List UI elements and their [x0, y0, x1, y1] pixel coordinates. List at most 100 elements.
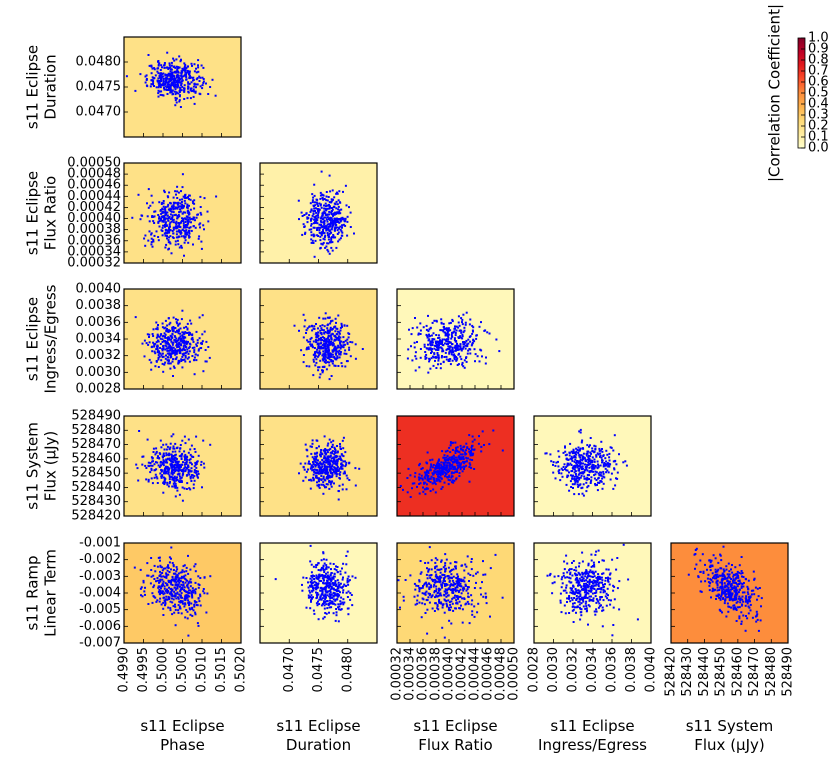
scatter-point: [163, 576, 166, 579]
scatter-point: [163, 191, 166, 194]
scatter-point: [320, 333, 323, 336]
scatter-point: [348, 462, 351, 465]
scatter-point: [324, 347, 327, 350]
scatter-point: [177, 67, 180, 70]
scatter-point: [461, 456, 464, 459]
scatter-point: [193, 565, 196, 568]
scatter-point: [321, 354, 324, 357]
scatter-point: [330, 246, 333, 249]
scatter-point: [337, 606, 339, 609]
scatter-point: [162, 344, 165, 347]
scatter-point: [152, 328, 155, 331]
scatter-point: [174, 495, 177, 498]
scatter-point: [137, 479, 140, 482]
scatter-point: [184, 602, 187, 605]
scatter-point: [316, 481, 318, 484]
scatter-point: [166, 51, 169, 54]
scatter-point: [177, 460, 180, 463]
scatter-point: [435, 319, 438, 322]
scatter-point: [331, 576, 334, 579]
scatter-point: [162, 476, 165, 479]
scatter-point: [333, 338, 336, 341]
scatter-point: [173, 468, 176, 471]
scatter-point: [188, 589, 191, 592]
scatter-point: [164, 582, 167, 585]
scatter-point: [176, 574, 179, 577]
scatter-point: [426, 478, 429, 481]
scatter-point: [194, 588, 197, 591]
scatter-point: [426, 476, 429, 479]
scatter-point: [186, 220, 189, 222]
scatter-point: [415, 357, 418, 360]
scatter-point: [453, 330, 456, 333]
scatter-point: [434, 340, 437, 343]
scatter-point: [453, 337, 456, 340]
scatter-point: [194, 450, 197, 453]
scatter-point: [432, 464, 435, 466]
scatter-point: [160, 212, 163, 215]
scatter-point: [418, 478, 421, 481]
scatter-point: [195, 216, 198, 219]
scatter-point: [183, 358, 186, 361]
scatter-point: [195, 435, 198, 438]
scatter-point: [462, 313, 465, 316]
scatter-point: [318, 464, 321, 467]
scatter-point: [153, 222, 156, 224]
scatter-point: [180, 596, 183, 599]
scatter-point: [190, 62, 193, 65]
scatter-point: [316, 351, 319, 354]
scatter-point: [187, 587, 190, 590]
scatter-point: [301, 233, 304, 236]
scatter-point: [599, 464, 602, 467]
scatter-point: [182, 75, 185, 78]
scatter-point: [427, 314, 429, 317]
scatter-point: [477, 442, 480, 445]
scatter-point: [322, 578, 325, 581]
scatter-point: [297, 199, 300, 202]
scatter-point: [326, 582, 329, 584]
scatter-point: [325, 245, 328, 248]
scatter-point: [336, 451, 339, 454]
scatter-point: [324, 612, 327, 614]
scatter-point: [312, 233, 315, 236]
scatter-point: [185, 570, 188, 573]
scatter-point: [324, 212, 327, 215]
scatter-point: [434, 359, 436, 362]
scatter-point: [162, 80, 165, 83]
scatter-point: [601, 477, 604, 480]
colorbar-tick-label: 0.1: [808, 130, 829, 145]
scatter-point: [322, 198, 325, 201]
y-tick-label: -0.005: [79, 602, 121, 617]
scatter-point: [447, 458, 450, 461]
scatter-point: [183, 196, 186, 199]
scatter-point: [463, 341, 465, 343]
scatter-point: [174, 624, 177, 627]
scatter-point: [184, 461, 187, 464]
scatter-point: [182, 335, 185, 338]
scatter-point: [335, 192, 338, 195]
scatter-point: [157, 356, 160, 359]
scatter-point: [203, 197, 206, 200]
scatter-point: [180, 349, 183, 352]
scatter-point: [454, 346, 457, 349]
scatter-point: [552, 461, 555, 464]
scatter-point: [321, 339, 324, 341]
scatter-point: [471, 435, 474, 438]
scatter-point: [192, 79, 195, 81]
scatter-point: [429, 490, 432, 492]
scatter-point: [448, 475, 450, 478]
scatter-point: [327, 330, 329, 332]
scatter-point: [320, 475, 323, 477]
scatter-point: [329, 451, 332, 454]
scatter-point: [322, 565, 325, 568]
scatter-point: [425, 353, 428, 356]
scatter-point: [608, 452, 611, 455]
scatter-point: [151, 464, 154, 467]
scatter-point: [188, 350, 191, 353]
scatter-point: [179, 601, 182, 604]
scatter-point: [328, 476, 331, 479]
y-tick-label: 528450: [71, 466, 121, 481]
scatter-point: [312, 461, 315, 464]
scatter-point: [188, 212, 191, 215]
scatter-point: [577, 493, 580, 496]
